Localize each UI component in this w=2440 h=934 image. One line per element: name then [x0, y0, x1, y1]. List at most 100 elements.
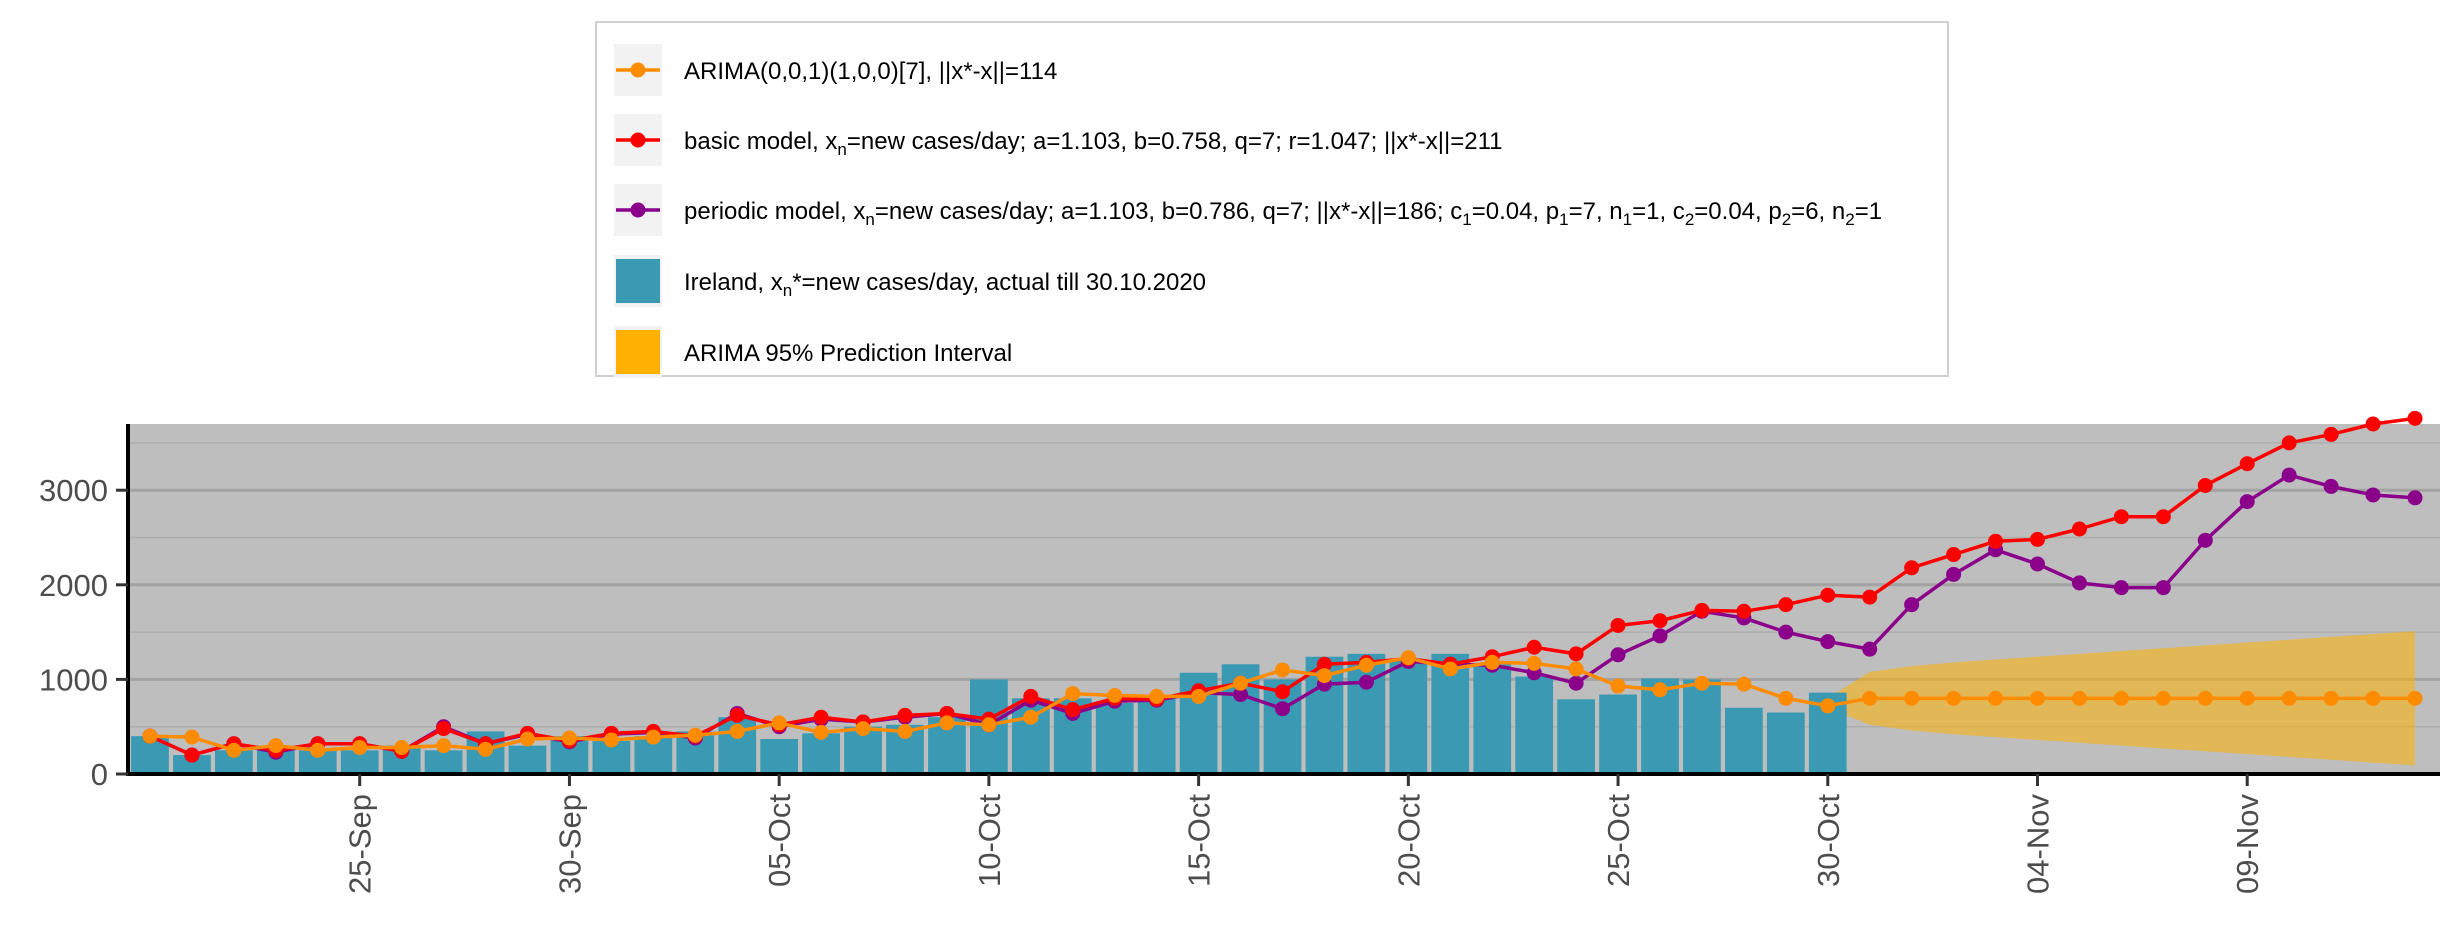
- series-point: [184, 747, 200, 763]
- series-point: [1610, 617, 1626, 633]
- series-point: [1107, 687, 1123, 703]
- legend-key-box: [616, 330, 660, 374]
- x-tick-label: 25-Oct: [1601, 794, 1636, 887]
- legend-label-subscript: 2: [1782, 210, 1791, 229]
- series-point: [1694, 675, 1710, 691]
- series-point: [2030, 690, 2045, 706]
- legend-label-part: =6, n: [1791, 198, 1845, 225]
- series-point: [478, 741, 494, 757]
- series-point: [2407, 490, 2423, 506]
- legend-label-subscript: 1: [1623, 210, 1632, 229]
- legend-key-point: [630, 62, 646, 78]
- series-point: [1736, 603, 1752, 619]
- x-tick-label: 04-Nov: [2021, 794, 2056, 894]
- series-point: [1568, 646, 1584, 662]
- series-point: [1988, 690, 2004, 706]
- series-point: [2281, 435, 2297, 451]
- legend-label-part: =7, n: [1569, 198, 1623, 225]
- series-point: [2281, 690, 2297, 706]
- bar: [1599, 694, 1637, 774]
- series-point: [1275, 662, 1290, 678]
- legend-label-subscript: n: [837, 140, 846, 159]
- series-point: [1568, 661, 1584, 677]
- series-point: [2113, 509, 2129, 525]
- series-point: [1652, 613, 1668, 629]
- axes: 0 1000 2000 3000 25-Sep 30-Sep 05-Oct 10-Oct 15-…: [39, 424, 2440, 894]
- bar: [1473, 664, 1512, 774]
- series-point: [1400, 650, 1416, 666]
- legend-item-periodic: periodic model, xn=new cases/day; a=1.10…: [614, 184, 1882, 236]
- series-point: [2155, 509, 2171, 525]
- legend-item-arima: ARIMA(0,0,1)(1,0,0)[7], ||x*-x||=114: [614, 44, 1057, 96]
- series-point: [2197, 690, 2213, 706]
- legend: ARIMA(0,0,1)(1,0,0)[7], ||x*-x||=114 basi…: [595, 21, 1949, 378]
- legend-box: [595, 21, 1949, 377]
- series-point: [2365, 690, 2381, 706]
- plot-area: [128, 410, 2440, 776]
- series-point: [2071, 690, 2087, 706]
- series-point: [2365, 416, 2381, 432]
- series-point: [1484, 654, 1500, 670]
- series-point: [394, 740, 410, 756]
- series-point: [1694, 602, 1710, 618]
- legend-label-part: =0.04, p: [1472, 198, 1559, 225]
- series-point: [2030, 531, 2045, 547]
- bar: [802, 733, 840, 774]
- series-point: [2155, 690, 2171, 706]
- legend-item-actual: Ireland, xn*=new cases/day, actual till …: [614, 255, 1206, 307]
- legend-label-part: basic model, x: [684, 128, 837, 155]
- series-point: [1610, 678, 1626, 694]
- series-point: [1820, 698, 1836, 714]
- series-point: [1778, 597, 1794, 613]
- series-point: [184, 729, 200, 745]
- legend-label: ARIMA 95% Prediction Interval: [684, 340, 1012, 367]
- bar: [1766, 712, 1805, 774]
- y-tick-label: 0: [91, 757, 108, 792]
- legend-key-point: [630, 132, 646, 148]
- series-point: [2071, 575, 2087, 591]
- series-point: [142, 728, 158, 744]
- series-point: [1191, 688, 1207, 704]
- legend-key-point: [630, 202, 646, 218]
- series-point: [1904, 690, 1920, 706]
- series-point: [1862, 641, 1878, 657]
- series-point: [1023, 709, 1039, 725]
- series-point: [226, 742, 242, 758]
- legend-label-subscript: 2: [1845, 210, 1854, 229]
- bar: [1137, 697, 1176, 774]
- series-point: [1065, 702, 1081, 718]
- legend-label-subscript: 1: [1462, 210, 1471, 229]
- bar: [340, 750, 379, 774]
- series-point: [2030, 556, 2045, 572]
- series-point: [1316, 668, 1332, 684]
- legend-label-part: =1: [1855, 198, 1882, 225]
- series-point: [1442, 661, 1458, 677]
- series-point: [939, 715, 955, 731]
- series-point: [813, 709, 829, 725]
- series-point: [1610, 647, 1626, 663]
- series-point: [1946, 566, 1962, 582]
- bar: [1725, 707, 1763, 774]
- series-point: [855, 721, 871, 737]
- series-point: [2323, 426, 2339, 442]
- bar: [1095, 703, 1134, 774]
- series-point: [1988, 533, 2004, 549]
- series-point: [729, 723, 745, 739]
- series-point: [1652, 628, 1668, 644]
- bar: [298, 750, 337, 774]
- series-point: [1904, 597, 1920, 613]
- legend-label-part: =1, c: [1632, 198, 1685, 225]
- x-tick-label: 10-Oct: [972, 794, 1007, 887]
- series-point: [1275, 701, 1290, 717]
- grid: [128, 442, 2440, 776]
- x-tick-label: 15-Oct: [1182, 794, 1217, 887]
- legend-label-subscript: n: [865, 210, 874, 229]
- bar: [760, 739, 799, 774]
- series-point: [1736, 676, 1752, 692]
- series-point: [645, 729, 661, 745]
- series-point: [2239, 494, 2255, 510]
- legend-label-part: =new cases/day; a=1.103, b=0.786, q=7; |…: [875, 198, 1462, 225]
- series-point: [352, 740, 368, 756]
- series-point: [1862, 690, 1878, 706]
- x-tick-label: 25-Sep: [343, 794, 378, 894]
